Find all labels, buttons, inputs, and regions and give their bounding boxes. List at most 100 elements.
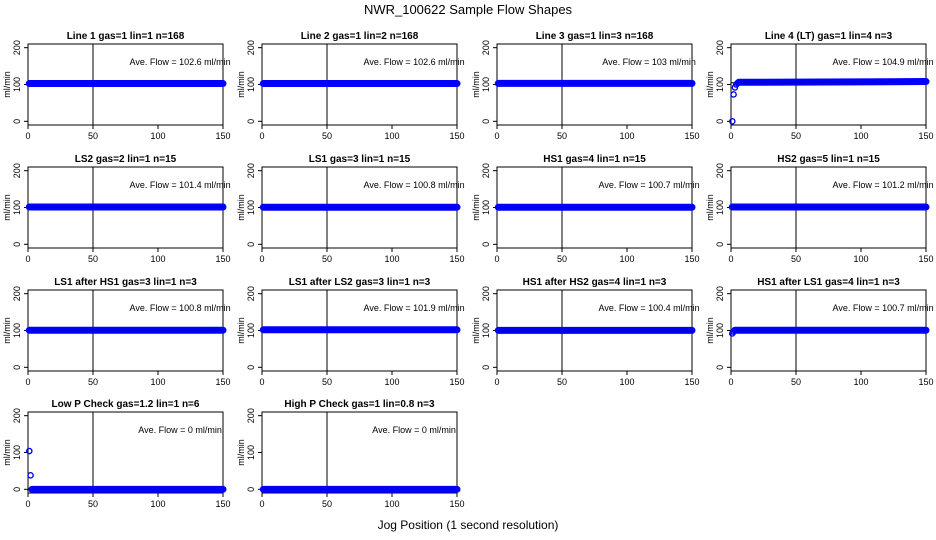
average-flow-annotation: Ave. Flow = 101.2 ml/min: [833, 180, 934, 190]
y-tick-label: 0: [12, 365, 22, 370]
y-axis-label: ml/min: [705, 194, 715, 221]
data-point: [730, 328, 737, 335]
data-point: [734, 79, 741, 87]
x-tick-label: 50: [791, 131, 801, 141]
y-axis-label: ml/min: [471, 71, 481, 98]
y-tick-label: 0: [481, 119, 491, 124]
y-tick-label: 0: [481, 365, 491, 370]
x-tick-label: 50: [322, 131, 332, 141]
average-flow-annotation: Ave. Flow = 104.9 ml/min: [833, 57, 934, 67]
panel-7: HS1 gas=4 lin=1 n=15 0 50 100 150 0 100 200 ml/m…: [471, 154, 700, 264]
y-axis-label: ml/min: [705, 317, 715, 344]
data-point: [25, 447, 33, 455]
average-flow-annotation: Ave. Flow = 100.7 ml/min: [833, 303, 934, 313]
y-tick-label: 200: [12, 408, 22, 423]
panel-title: LS1 gas=3 lin=1 n=15: [309, 154, 411, 165]
x-tick-label: 100: [384, 499, 399, 509]
panel-title: LS1 after HS1 gas=3 lin=1 n=3: [54, 277, 197, 288]
x-tick-label: 50: [557, 377, 567, 387]
y-tick-label: 100: [715, 323, 725, 338]
x-tick-label: 0: [259, 254, 264, 264]
x-tick-label: 50: [322, 254, 332, 264]
y-tick-label: 100: [246, 200, 256, 215]
x-tick-label: 150: [449, 377, 464, 387]
point-band-core: [738, 81, 927, 83]
x-tick-label: 50: [88, 499, 98, 509]
x-tick-label: 100: [384, 131, 399, 141]
x-tick-label: 150: [918, 131, 933, 141]
panel-11: HS1 after HS2 gas=4 lin=1 n=3 0 50 100 150 0 1…: [471, 277, 700, 387]
x-tick-label: 100: [384, 377, 399, 387]
y-axis-label: ml/min: [471, 194, 481, 221]
y-tick-label: 0: [246, 242, 256, 247]
x-tick-label: 50: [322, 499, 332, 509]
data-point: [729, 118, 736, 125]
average-flow-annotation: Ave. Flow = 100.8 ml/min: [364, 180, 465, 190]
y-tick-label: 0: [715, 119, 725, 124]
x-tick-label: 100: [853, 254, 868, 264]
y-axis-label: ml/min: [236, 439, 246, 466]
x-tick-label: 0: [259, 131, 264, 141]
panel-title: LS1 after LS2 gas=3 lin=1 n=3: [289, 277, 431, 288]
panel-title: Line 3 gas=1 lin=3 n=168: [536, 31, 654, 42]
y-tick-label: 0: [246, 119, 256, 124]
x-tick-label: 100: [619, 131, 634, 141]
average-flow-annotation: Ave. Flow = 101.4 ml/min: [130, 180, 231, 190]
y-tick-label: 0: [12, 242, 22, 247]
y-tick-label: 0: [481, 242, 491, 247]
average-flow-annotation: Ave. Flow = 100.4 ml/min: [599, 303, 700, 313]
y-axis-label: ml/min: [2, 439, 12, 466]
y-tick-label: 200: [246, 163, 256, 178]
y-tick-label: 200: [12, 40, 22, 55]
y-tick-label: 200: [715, 163, 725, 178]
y-tick-label: 0: [715, 365, 725, 370]
x-tick-label: 150: [215, 377, 230, 387]
panel-title: HS1 after HS2 gas=4 lin=1 n=3: [523, 277, 667, 288]
x-tick-label: 100: [150, 131, 165, 141]
x-tick-label: 50: [88, 254, 98, 264]
panel-title: Line 4 (LT) gas=1 lin=4 n=3: [765, 31, 893, 42]
panel-title: HS2 gas=5 lin=1 n=15: [777, 154, 880, 165]
y-tick-label: 200: [246, 286, 256, 301]
x-tick-label: 150: [449, 499, 464, 509]
y-tick-label: 0: [715, 242, 725, 247]
y-axis-label: ml/min: [236, 71, 246, 98]
x-tick-label: 0: [494, 377, 499, 387]
x-tick-label: 0: [494, 131, 499, 141]
panel-3: Line 3 gas=1 lin=3 n=168 0 50 100 150 0 100 200…: [471, 31, 700, 141]
y-tick-label: 200: [246, 408, 256, 423]
panel-2: Line 2 gas=1 lin=2 n=168 0 50 100 150 0 100 200…: [236, 31, 465, 141]
x-tick-label: 50: [791, 377, 801, 387]
y-tick-label: 100: [715, 200, 725, 215]
x-tick-label: 0: [728, 377, 733, 387]
y-tick-label: 100: [481, 323, 491, 338]
x-tick-label: 0: [25, 131, 30, 141]
x-tick-label: 100: [384, 254, 399, 264]
x-tick-label: 150: [684, 377, 699, 387]
x-tick-label: 150: [918, 254, 933, 264]
panel-10: LS1 after LS2 gas=3 lin=1 n=3 0 50 100 150 0 1…: [236, 277, 465, 387]
y-tick-label: 100: [12, 77, 22, 92]
average-flow-annotation: Ave. Flow = 102.6 ml/min: [364, 57, 465, 67]
y-axis-label: ml/min: [2, 194, 12, 221]
panel-5: LS2 gas=2 lin=1 n=15 0 50 100 150 0 100 200 ml/m…: [2, 154, 231, 264]
panel-title: High P Check gas=1 lin=0.8 n=3: [284, 399, 435, 410]
x-tick-label: 50: [557, 254, 567, 264]
y-tick-label: 0: [246, 487, 256, 492]
panel-1: Line 1 gas=1 lin=1 n=168 0 50 100 150 0 100 200…: [2, 31, 231, 141]
x-tick-label: 0: [728, 254, 733, 264]
y-tick-label: 100: [12, 200, 22, 215]
panel-6: LS1 gas=3 lin=1 n=15 0 50 100 150 0 100 200 ml/m…: [236, 154, 465, 264]
panel-title: LS2 gas=2 lin=1 n=15: [75, 154, 177, 165]
y-tick-label: 100: [715, 77, 725, 92]
x-tick-label: 150: [215, 254, 230, 264]
x-tick-label: 0: [728, 131, 733, 141]
y-tick-label: 200: [12, 286, 22, 301]
x-tick-label: 150: [684, 131, 699, 141]
x-tick-label: 50: [791, 254, 801, 264]
y-axis-label: ml/min: [2, 71, 12, 98]
x-axis-caption: Jog Position (1 second resolution): [377, 518, 559, 532]
y-tick-label: 100: [12, 323, 22, 338]
